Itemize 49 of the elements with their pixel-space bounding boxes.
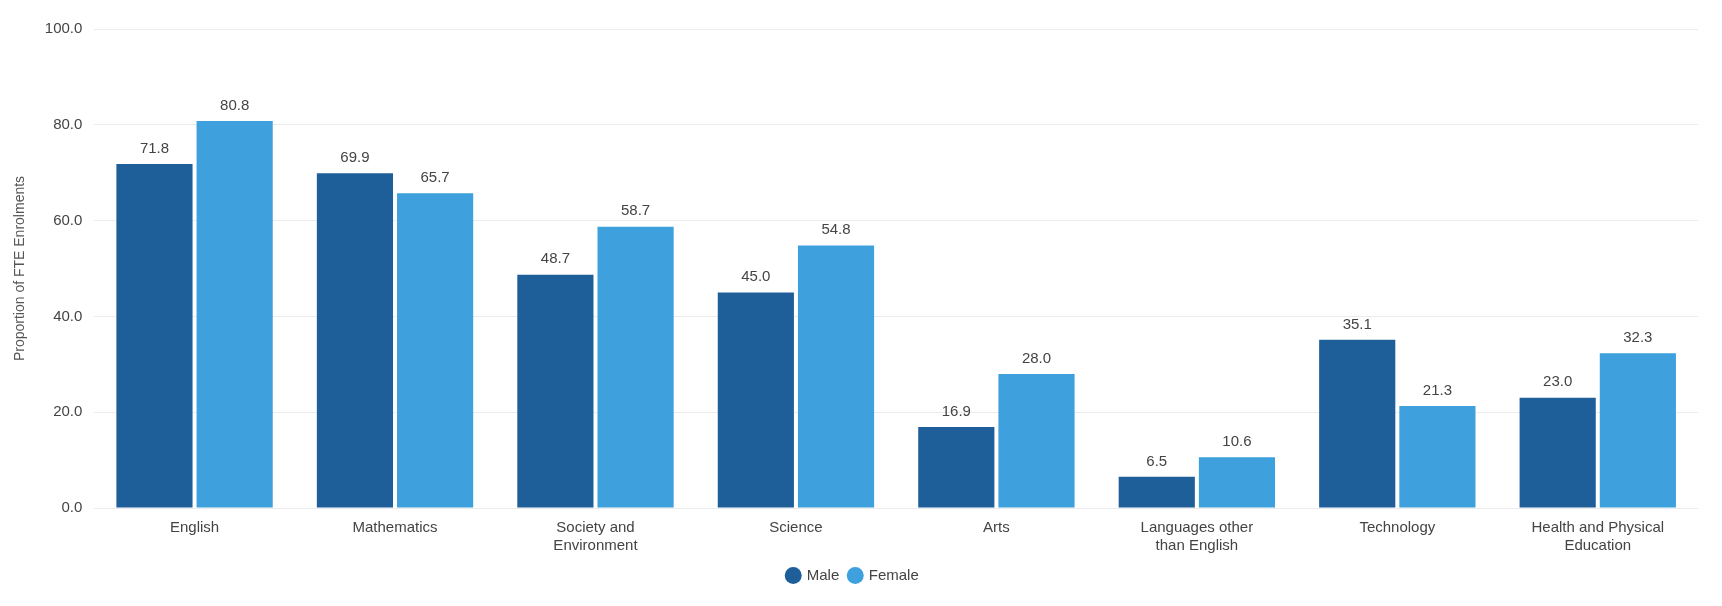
y-tick-label: 20.0 xyxy=(53,402,83,420)
bar xyxy=(196,120,273,508)
bar xyxy=(918,427,995,508)
data-label: 71.8 xyxy=(139,138,170,156)
data-label: 10.6 xyxy=(1222,431,1252,449)
x-tick-label: Technology xyxy=(1359,518,1436,536)
x-tick-label: Mathematics xyxy=(352,518,438,536)
bar xyxy=(397,193,474,508)
data-label: 21.3 xyxy=(1422,380,1453,398)
data-label: 48.7 xyxy=(540,249,570,267)
bar xyxy=(1118,476,1195,508)
bar xyxy=(116,164,193,508)
bar xyxy=(517,274,594,508)
x-tick-label: Society and Environment xyxy=(553,518,639,554)
y-axis-title: Proportion of FTE Enrolments xyxy=(11,175,28,362)
bar xyxy=(316,173,394,508)
data-label: 16.9 xyxy=(941,401,971,419)
x-tick-label: Health and Physical Education xyxy=(1531,518,1665,554)
data-label: 58.7 xyxy=(620,201,651,219)
data-label: 65.7 xyxy=(420,167,450,185)
data-label: 54.8 xyxy=(821,220,851,238)
data-label: 32.3 xyxy=(1623,327,1653,345)
bar xyxy=(717,292,794,508)
bar xyxy=(1519,397,1596,508)
data-label: 6.5 xyxy=(1146,451,1168,469)
y-tick-label: 40.0 xyxy=(53,306,83,324)
data-label: 35.1 xyxy=(1342,314,1372,332)
x-tick-label: Languages other than English xyxy=(1140,518,1254,554)
y-tick-label: 60.0 xyxy=(53,210,83,228)
legend-label: Female xyxy=(868,565,919,583)
x-tick-label: English xyxy=(169,518,220,536)
data-label: 69.9 xyxy=(340,147,370,165)
bar xyxy=(1599,353,1676,508)
bar xyxy=(1198,457,1276,508)
bar xyxy=(797,245,875,508)
y-tick-label: 80.0 xyxy=(53,114,83,132)
y-tick-label: 0.0 xyxy=(61,498,83,516)
legend-label: Male xyxy=(806,565,840,583)
data-label: 80.8 xyxy=(220,95,250,113)
bar xyxy=(1319,339,1396,508)
bar xyxy=(1399,405,1476,508)
bar xyxy=(998,373,1075,508)
data-label: 28.0 xyxy=(1021,348,1052,366)
bar xyxy=(597,226,674,508)
x-tick-label: Science xyxy=(769,518,823,536)
data-label: 45.0 xyxy=(741,267,771,285)
y-tick-label: 100.0 xyxy=(44,19,83,37)
x-tick-label: Arts xyxy=(983,518,1010,536)
data-label: 23.0 xyxy=(1543,372,1573,390)
